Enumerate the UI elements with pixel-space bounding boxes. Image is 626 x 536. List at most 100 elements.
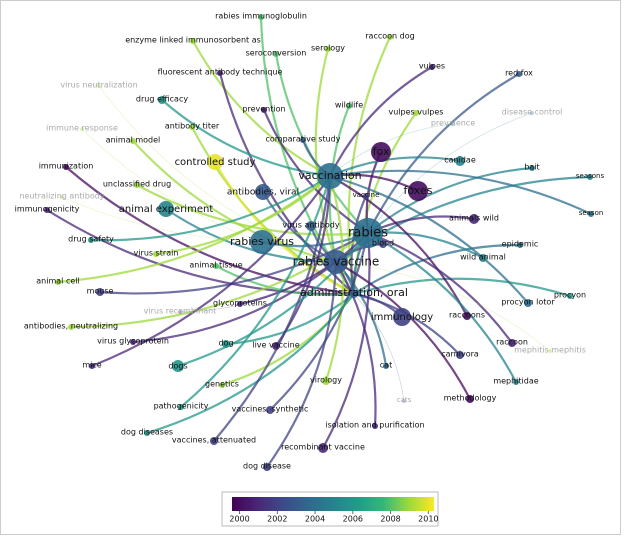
node-label: rabies virus: [230, 235, 294, 248]
edge: [329, 175, 468, 317]
node: [393, 308, 411, 326]
node: [178, 404, 184, 410]
edge: [329, 156, 461, 178]
node: [158, 201, 174, 217]
node: [479, 254, 487, 262]
edge: [266, 261, 338, 468]
node-label: procyon lotor: [501, 298, 555, 307]
edge: [57, 175, 331, 284]
node-label: raccoon dog: [365, 32, 414, 41]
node: [80, 127, 84, 131]
node: [408, 181, 428, 201]
node-label: vulpes: [419, 62, 445, 71]
node-label: cat: [380, 361, 392, 370]
edge: [353, 243, 521, 295]
edge: [269, 232, 370, 411]
node-label: dog diseases: [121, 428, 173, 437]
node-label: administration, oral: [300, 286, 408, 299]
node: [513, 379, 519, 385]
node: [372, 423, 378, 429]
node-label: wildlife: [335, 101, 363, 110]
node: [266, 406, 274, 414]
node: [587, 174, 593, 180]
node: [402, 399, 406, 403]
edge: [99, 232, 369, 295]
edge: [329, 123, 454, 177]
node: [306, 221, 316, 231]
node: [55, 279, 61, 285]
node-label: raccoon: [496, 338, 528, 347]
node-label: vaccines, attenuated: [172, 436, 256, 445]
tick-label: 2008: [380, 515, 400, 524]
node-label: bait: [524, 163, 539, 172]
node-label: animal tissue: [189, 261, 242, 270]
node: [134, 182, 140, 188]
edge: [132, 140, 337, 264]
node: [530, 111, 534, 115]
node: [68, 324, 74, 330]
color-bar: [232, 497, 434, 511]
node: [529, 165, 535, 171]
edge: [146, 293, 355, 435]
node-label: fluorescent antibody technique: [158, 68, 283, 77]
node-label: immunogenicity: [15, 205, 80, 214]
node-label: procyon: [554, 291, 586, 300]
node-label: vaccine: [353, 191, 380, 199]
node: [371, 142, 391, 162]
node-label: carnivora: [441, 350, 479, 359]
node-label: immune response: [46, 124, 118, 133]
node: [263, 463, 271, 471]
node-label: immunology: [371, 312, 433, 323]
node-label: animal experiment: [119, 204, 214, 215]
node: [237, 301, 243, 307]
node: [451, 122, 455, 126]
node-label: unclassified drug: [103, 180, 171, 189]
node: [250, 230, 274, 254]
edge: [322, 232, 371, 449]
node: [153, 251, 159, 257]
edge: [192, 40, 331, 177]
node-label: pathogenicity: [154, 402, 209, 411]
node-label: prevalence: [431, 119, 475, 128]
node: [222, 340, 230, 348]
node-label: blood: [372, 239, 394, 248]
edge: [81, 128, 337, 263]
edge: [329, 66, 433, 177]
node: [207, 154, 223, 170]
tick-label: 2006: [343, 515, 363, 524]
node: [189, 124, 195, 130]
edge: [177, 232, 369, 368]
node: [300, 137, 306, 143]
edge: [165, 208, 337, 264]
node-label: isolation and purification: [325, 421, 424, 430]
edge: [367, 166, 533, 234]
edge: [329, 174, 529, 304]
node: [60, 195, 64, 199]
node-label: prevention: [242, 105, 285, 114]
node-label: epidemic: [502, 240, 539, 249]
node-label: virus antibody: [282, 221, 339, 230]
node: [524, 299, 532, 307]
node: [88, 237, 94, 243]
node-label: wild animal: [460, 253, 506, 262]
node-label: antibody titer: [165, 122, 220, 131]
node: [213, 263, 219, 269]
node: [130, 339, 136, 345]
edge: [353, 277, 571, 298]
edge: [329, 169, 592, 215]
node: [325, 46, 331, 52]
node-label: comparative study: [265, 135, 340, 144]
node: [190, 38, 196, 44]
node: [318, 443, 328, 453]
node-label: fox: [373, 145, 390, 158]
node-label: live vaccine: [252, 341, 299, 350]
node-label: rabies: [348, 226, 388, 241]
tick-label: 2004: [305, 515, 325, 524]
node-label: animal cell: [36, 277, 79, 286]
node-label: animal model: [106, 136, 161, 145]
node: [383, 363, 389, 369]
node-label: virus recombinant: [144, 307, 217, 316]
edge: [239, 232, 369, 306]
node: [456, 351, 464, 359]
